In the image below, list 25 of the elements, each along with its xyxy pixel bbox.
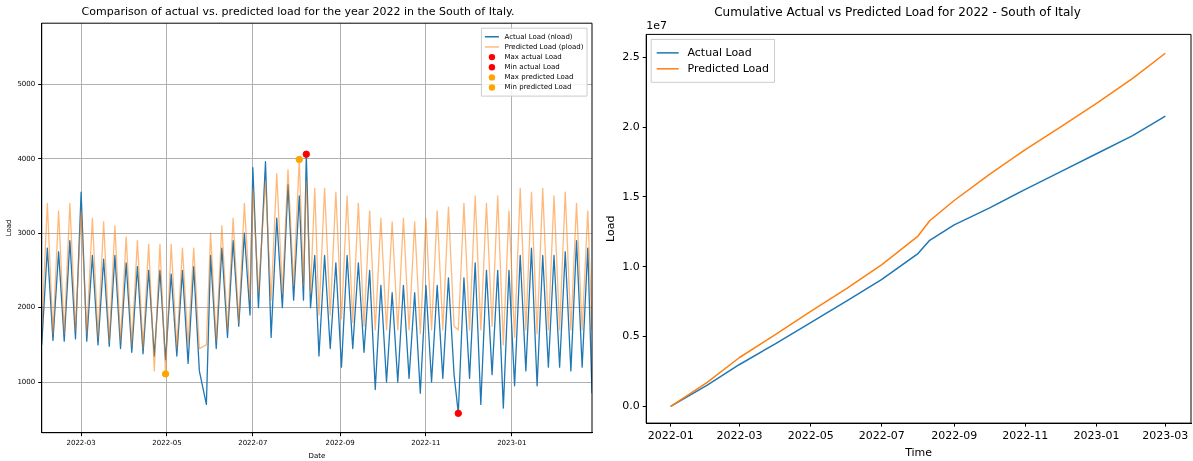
- point: [454, 409, 462, 418]
- y-tick-label: 0.5: [622, 329, 640, 343]
- x-tick-label: 2023-01: [1073, 429, 1120, 443]
- x-tick-label: 2022-07: [858, 429, 905, 443]
- chart-title: Cumulative Actual vs Predicted Load for 2022 - South of Italy: [714, 5, 1081, 20]
- y-axis-title: Load: [604, 215, 618, 242]
- x-tick-label: 2022-03: [716, 429, 763, 443]
- x-tick-label: 2022-01: [647, 429, 694, 443]
- point: [302, 150, 310, 158]
- x-tick-label: 2022-11: [1002, 429, 1049, 443]
- x-tick-label: 2022-09: [931, 429, 978, 443]
- y-tick-label: 2.5: [622, 50, 640, 64]
- y-tick-label: 1.5: [622, 189, 640, 203]
- y-tick-label: 2.0: [622, 120, 640, 134]
- x-tick-label: 2022-05: [787, 429, 834, 443]
- text: 1e7: [646, 18, 667, 32]
- chart-title: Comparison of actual vs. predicted load for the year 2022 in the South of Italy.: [81, 5, 515, 19]
- y-tick-label: 0.0: [622, 399, 640, 413]
- point: [161, 370, 170, 378]
- legend-label: Actual Load: [687, 45, 752, 59]
- y-tick-label: 1.0: [622, 259, 640, 273]
- legend-label: Predicted Load: [687, 61, 770, 75]
- point: [295, 155, 303, 164]
- x-axis-title: Time: [904, 446, 933, 460]
- x-tick-label: 2023-03: [1142, 429, 1189, 443]
